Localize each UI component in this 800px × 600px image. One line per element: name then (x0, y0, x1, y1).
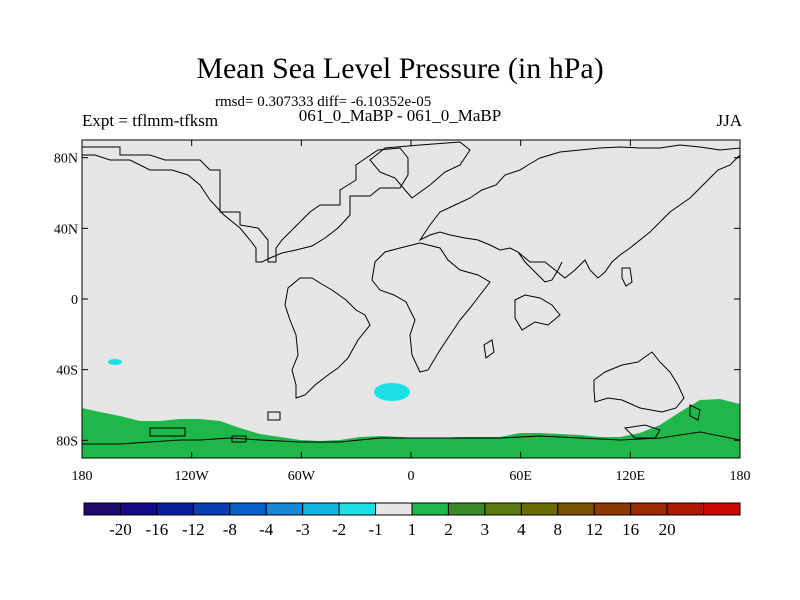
season-label: JJA (716, 111, 742, 130)
rmsd-diff-stats: rmsd= 0.307333 diff= -6.10352e-05 (215, 94, 432, 110)
colorbar-swatch (302, 502, 340, 516)
chart-title: Mean Sea Level Pressure (in hPa) (196, 52, 604, 85)
coastline-eurasia (418, 144, 741, 279)
colorbar-label: -1 (368, 520, 382, 539)
negative-anomaly-patch-atlantic (374, 383, 410, 401)
colorbar: -20 -16 -12 -8 -4 -3 -2 -1 1 2 3 4 8 12 16 20 (83, 502, 741, 539)
colorbar-swatch (229, 502, 267, 516)
colorbar-swatch (192, 502, 231, 516)
map-background (82, 140, 740, 458)
colorbar-label: 3 (481, 520, 490, 539)
coastline-south-georgia (267, 411, 281, 421)
lat-tick-label: 0 (71, 293, 78, 308)
coastlines (82, 141, 741, 445)
lat-tick-label: 80N (54, 152, 78, 167)
coastline-antarctica (82, 431, 741, 445)
lat-tick-label: 40S (56, 364, 78, 379)
lat-tick-label: 40N (54, 222, 78, 237)
coastline-australia (593, 351, 685, 413)
colorbar-swatch (411, 502, 449, 516)
coastline-greenland (369, 141, 471, 199)
coastline-north-america (82, 146, 409, 263)
colorbar-label: -4 (259, 520, 274, 539)
colorbar-label: -16 (146, 520, 169, 539)
coastline-india (517, 251, 563, 283)
coastline-se-asia (514, 294, 561, 331)
colorbar-swatch (338, 502, 377, 516)
run-comparison-label: 061_0_MaBP - 061_0_MaBP (298, 106, 502, 125)
colorbar-label: -3 (296, 520, 310, 539)
colorbar-swatch (156, 502, 194, 516)
lon-tick-label: 60W (288, 469, 316, 484)
colorbar-label: 8 (554, 520, 563, 539)
coastline-madagascar (483, 339, 495, 359)
colorbar-swatch (375, 502, 413, 516)
colorbar-swatch (703, 502, 741, 516)
coastline-ross-ice (231, 435, 247, 443)
positive-anomaly-band-southern (82, 399, 740, 458)
colorbar-label: -8 (223, 520, 237, 539)
lon-tick-label: 180 (730, 469, 751, 484)
colorbar-swatch (83, 502, 121, 516)
coastline-japan (621, 267, 633, 287)
colorbar-swatch (520, 502, 559, 516)
colorbar-label: 4 (517, 520, 526, 539)
lon-tick-label: 60E (509, 469, 532, 484)
lon-tick-label: 120W (175, 469, 210, 484)
coastline-south-america (284, 277, 371, 399)
lon-tick-label: 120E (616, 469, 646, 484)
coastline-antarctic-peninsula (149, 427, 186, 437)
colorbar-label: -2 (332, 520, 346, 539)
coastline-east-antarctica-lobe (623, 424, 661, 439)
colorbar-swatch (557, 502, 595, 516)
longitude-axis: 180 120W 60W 0 60E 120E 180 (72, 140, 751, 484)
coastline-new-zealand (689, 404, 701, 421)
negative-anomaly-patch-pacific (108, 359, 122, 365)
colorbar-swatch (484, 502, 522, 516)
colorbar-swatch (630, 502, 668, 516)
colorbar-swatch (265, 502, 304, 516)
lon-tick-label: 180 (72, 469, 93, 484)
colorbar-label: 1 (408, 520, 417, 539)
colorbar-label: -12 (182, 520, 205, 539)
map-panel (81, 139, 741, 459)
experiment-label: Expt = tflmm-tfksm (82, 111, 219, 130)
lat-tick-label: 80S (56, 434, 78, 449)
colorbar-label: 2 (444, 520, 453, 539)
colorbar-label: -20 (109, 520, 132, 539)
coastline-africa (371, 242, 491, 373)
colorbar-label: 12 (586, 520, 603, 539)
colorbar-swatch (447, 502, 486, 516)
lon-tick-label: 0 (408, 469, 415, 484)
colorbar-swatch (119, 502, 158, 516)
colorbar-label: 16 (622, 520, 639, 539)
colorbar-label: 20 (659, 520, 676, 539)
colorbar-swatch (593, 502, 632, 516)
colorbar-swatch (666, 502, 705, 516)
latitude-axis: 80N 40N 0 40S 80S (54, 152, 740, 449)
